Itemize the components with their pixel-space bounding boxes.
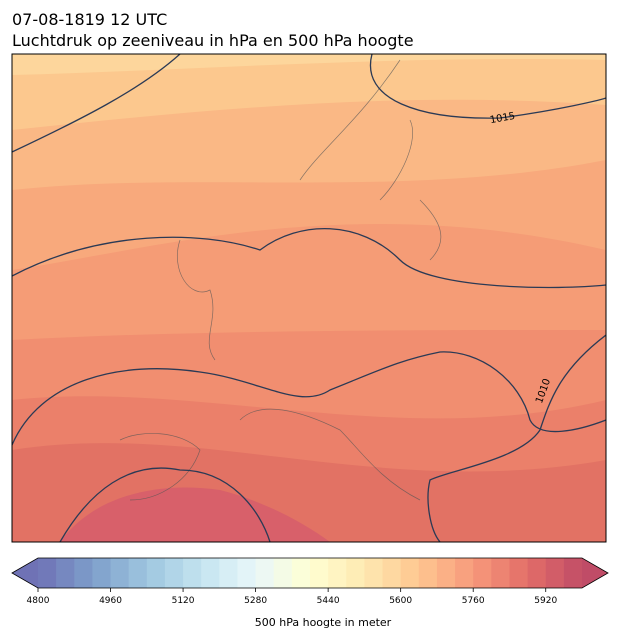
colorbar-segment [74, 558, 93, 588]
colorbar-extension [12, 558, 38, 588]
colorbar-segment [455, 558, 474, 588]
colorbar-segment [201, 558, 220, 588]
colorbar-tick-label: 5280 [244, 596, 267, 606]
band [12, 54, 606, 130]
colorbar-tick-label: 5920 [534, 596, 557, 606]
isobar [12, 54, 181, 153]
colorbar-segment [382, 558, 402, 588]
colorbar-segment [110, 558, 130, 588]
subtitle: Luchtdruk op zeeniveau in hPa en 500 hPa… [12, 31, 414, 50]
colorbar-segment [183, 558, 202, 588]
coastline [119, 59, 442, 501]
isobar [59, 467, 271, 542]
colorbar-tick-label: 5120 [172, 596, 195, 606]
map-frame [11, 53, 607, 543]
colorbar-segment [128, 558, 148, 588]
colorbar-segment [273, 558, 293, 588]
colorbar-segment [56, 558, 75, 588]
colorbar-segment [527, 558, 547, 588]
colorbar-segment [255, 558, 275, 588]
colorbar: 4800 4960 5120 5280 5440 5600 5760 5920 [11, 557, 609, 606]
colorbar-tick-label: 4960 [99, 596, 122, 606]
band [60, 487, 330, 542]
colorbar-segment [563, 558, 583, 588]
colorbar-segment [310, 558, 329, 588]
colorbar-segment [436, 558, 456, 588]
colorbar-segment [346, 558, 365, 588]
isobar [12, 351, 606, 446]
colorbar-label: 500 hPa hoogte in meter [255, 616, 392, 629]
isobar [369, 54, 606, 119]
colorbar-segment [237, 558, 257, 588]
colorbar-tick-label: 5600 [389, 596, 412, 606]
title: 07-08-1819 12 UTC [12, 10, 167, 29]
contour-label: 1015 [489, 111, 516, 126]
colorbar-segment [418, 558, 438, 588]
colorbar-segment [38, 558, 57, 588]
isobar [427, 334, 606, 542]
isobar [12, 227, 606, 289]
map: 1015 1010 [12, 54, 606, 542]
colorbar-segment [509, 558, 529, 588]
colorbar-segment [146, 558, 166, 588]
colorbar-segment [164, 558, 184, 588]
colorbar-segment [491, 558, 510, 588]
colorbar-tick-label: 5760 [462, 596, 485, 606]
colorbar-segment [291, 558, 311, 588]
colorbar-segment [92, 558, 112, 588]
colorbar-extension [582, 558, 608, 588]
colorbar-segment [219, 558, 238, 588]
colorbar-segment [545, 558, 565, 588]
colorbar-segment [473, 558, 492, 588]
colorbar-segment [328, 558, 347, 588]
colorbar-tick-label: 5440 [317, 596, 340, 606]
colorbar-segment [400, 558, 420, 588]
band [12, 54, 606, 75]
colorbar-tick-label: 4800 [27, 596, 50, 606]
colorbar-segment [364, 558, 384, 588]
